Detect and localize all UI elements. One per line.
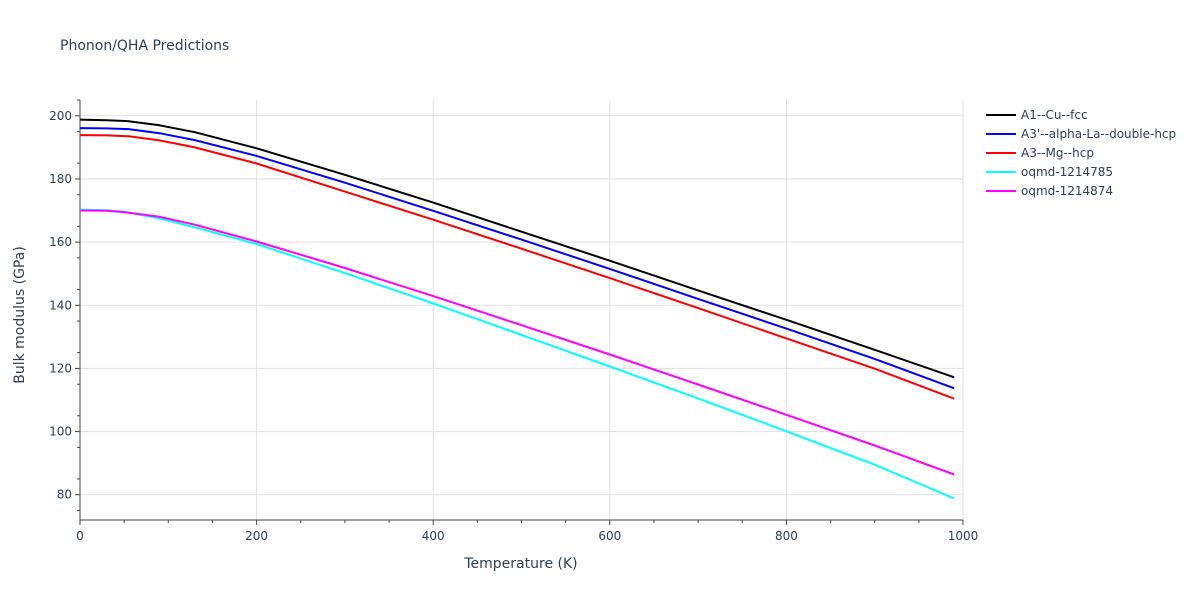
- axes: 0 200 400 600 800 1000 80 100 120 140 160 180 200: [49, 99, 979, 543]
- chart-title: Phonon/QHA Predictions: [60, 38, 229, 54]
- legend-label: A1--Cu--fcc: [1021, 108, 1088, 122]
- y-tick-label: 180: [49, 172, 72, 186]
- legend-item[interactable]: A3--Mg--hcp: [986, 146, 1094, 160]
- legend-label: A3'--alpha-La--double-hcp: [1021, 127, 1176, 141]
- x-tick-label: 200: [245, 529, 268, 543]
- series-line-1: [79, 118, 955, 379]
- series-line-4: [79, 208, 955, 500]
- legend-label: oqmd-1214874: [1021, 184, 1113, 198]
- legend-label: A3--Mg--hcp: [1021, 146, 1094, 160]
- y-tick-label: 160: [49, 235, 72, 249]
- legend-item[interactable]: A1--Cu--fcc: [986, 108, 1088, 122]
- y-tick-label: 80: [57, 488, 72, 502]
- x-tick-label: 0: [76, 529, 84, 543]
- grid: [80, 100, 964, 520]
- legend-item[interactable]: oqmd-1214785: [986, 165, 1113, 179]
- y-tick-label: 100: [49, 425, 72, 439]
- x-axis-title: Temperature (K): [463, 556, 577, 572]
- legend-label: oqmd-1214785: [1021, 165, 1113, 179]
- series-lines: [79, 118, 955, 500]
- series-line-5: [79, 209, 955, 476]
- legend-item[interactable]: oqmd-1214874: [986, 184, 1113, 198]
- x-tick-label: 400: [422, 529, 445, 543]
- x-tick-label: 600: [598, 529, 621, 543]
- legend-item[interactable]: A3'--alpha-La--double-hcp: [986, 127, 1176, 141]
- y-axis-title: Bulk modulus (GPa): [12, 246, 28, 384]
- series-line-3: [79, 134, 955, 400]
- series-line-2: [79, 127, 955, 390]
- y-tick-label: 200: [49, 109, 72, 123]
- legend[interactable]: A1--Cu--fcc A3'--alpha-La--double-hcp A3--…: [986, 108, 1176, 198]
- x-tick-label: 1000: [948, 529, 979, 543]
- y-tick-label: 120: [49, 361, 72, 375]
- y-tick-label: 140: [49, 298, 72, 312]
- x-tick-label: 800: [775, 529, 798, 543]
